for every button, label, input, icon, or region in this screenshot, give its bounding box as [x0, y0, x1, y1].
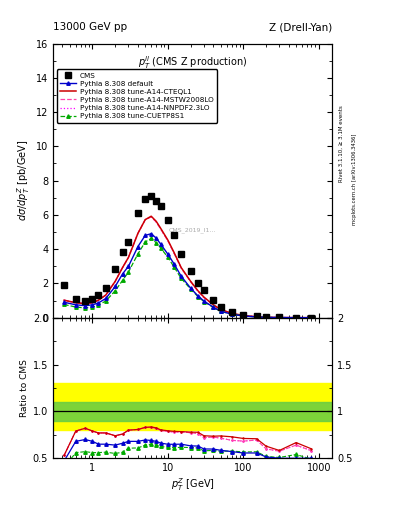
Text: mcplots.cern.ch [arXiv:1306.3436]: mcplots.cern.ch [arXiv:1306.3436]: [352, 134, 357, 225]
Text: $p_T^{ll}$ (CMS Z production): $p_T^{ll}$ (CMS Z production): [138, 54, 247, 71]
Y-axis label: $d\sigma/dp_T^Z$ [pb/GeV]: $d\sigma/dp_T^Z$ [pb/GeV]: [15, 140, 32, 221]
Legend: CMS, Pythia 8.308 default, Pythia 8.308 tune-A14-CTEQL1, Pythia 8.308 tune-A14-M: CMS, Pythia 8.308 default, Pythia 8.308 …: [57, 69, 217, 123]
X-axis label: $p_T^Z$ [GeV]: $p_T^Z$ [GeV]: [171, 476, 215, 493]
Text: Z (Drell-Yan): Z (Drell-Yan): [269, 23, 332, 32]
Text: 13000 GeV pp: 13000 GeV pp: [53, 23, 127, 32]
Bar: [53, 383, 332, 430]
Bar: [53, 402, 332, 421]
Y-axis label: Ratio to CMS: Ratio to CMS: [20, 359, 29, 417]
Text: Rivet 3.1.10, ≥ 3.1M events: Rivet 3.1.10, ≥ 3.1M events: [339, 105, 344, 182]
Text: CMS_2019_I1...: CMS_2019_I1...: [169, 227, 216, 233]
